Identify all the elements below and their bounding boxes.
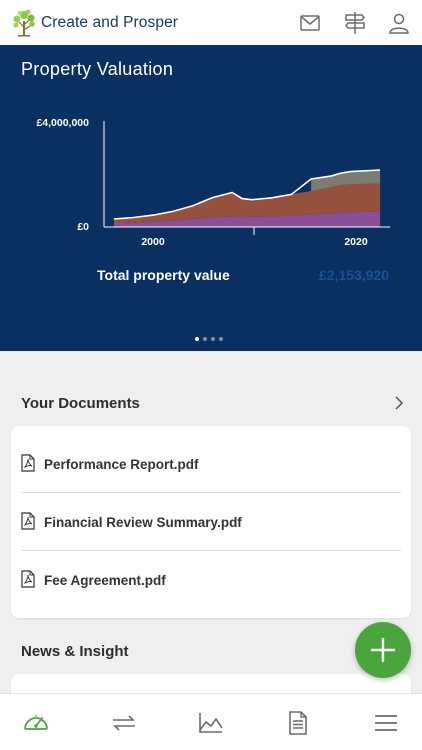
document-name: Fee Agreement.pdf [44,573,166,588]
signpost-icon[interactable] [343,11,367,35]
documents-card: Performance Report.pdf Financial Review … [11,426,411,618]
property-valuation-chart: £4,000,000 £0 2000 2020 [36,117,390,248]
area-series-middle [113,183,381,223]
carousel-dot[interactable] [195,337,199,341]
documents-section-title: Your Documents [21,395,140,412]
top-bar: Create and Prosper [0,0,422,45]
carousel-dot[interactable] [219,337,223,341]
document-icon[interactable] [284,709,312,737]
y-tick-label: £4,000,000 [36,117,89,129]
plus-icon [371,638,395,662]
document-name: Performance Report.pdf [44,457,199,472]
x-tick-label: 2000 [141,236,165,248]
total-value-line [113,169,381,220]
dashboard-gauge-icon[interactable] [22,709,50,737]
carousel-dots[interactable] [195,337,223,341]
brand-name: Create and Prosper [41,14,179,31]
document-item[interactable]: Financial Review Summary.pdf [21,512,401,570]
property-valuation-panel[interactable]: Property Valuation £4,000,000 £0 2000 20… [0,45,422,351]
total-property-label: Total property value [97,267,230,283]
carousel-dot[interactable] [203,337,207,341]
panel-title: Property Valuation [21,59,174,79]
divider [21,550,401,551]
pdf-file-icon [21,512,35,530]
news-section-title: News & Insight [21,643,129,660]
y-tick-label: £0 [77,221,89,233]
performance-chart-icon[interactable] [197,709,225,737]
bottom-navigation [0,693,422,750]
user-icon[interactable] [387,11,411,35]
add-button[interactable] [355,622,411,678]
document-name: Financial Review Summary.pdf [44,515,242,530]
document-item[interactable]: Fee Agreement.pdf [21,570,401,628]
pdf-file-icon [21,454,35,472]
mail-icon[interactable] [298,11,322,35]
x-tick-label: 2020 [344,236,368,248]
document-item[interactable]: Performance Report.pdf [21,454,401,512]
pdf-file-icon [21,570,35,588]
transfer-arrows-icon[interactable] [110,709,138,737]
area-series-upper [311,170,381,191]
divider [21,492,401,493]
total-property-value: £2,153,920 [318,267,389,283]
menu-icon[interactable] [372,709,400,737]
logo-tree-icon [13,9,35,37]
area-series-lower [113,211,381,227]
carousel-dot[interactable] [211,337,215,341]
chevron-right-icon[interactable] [393,395,405,411]
